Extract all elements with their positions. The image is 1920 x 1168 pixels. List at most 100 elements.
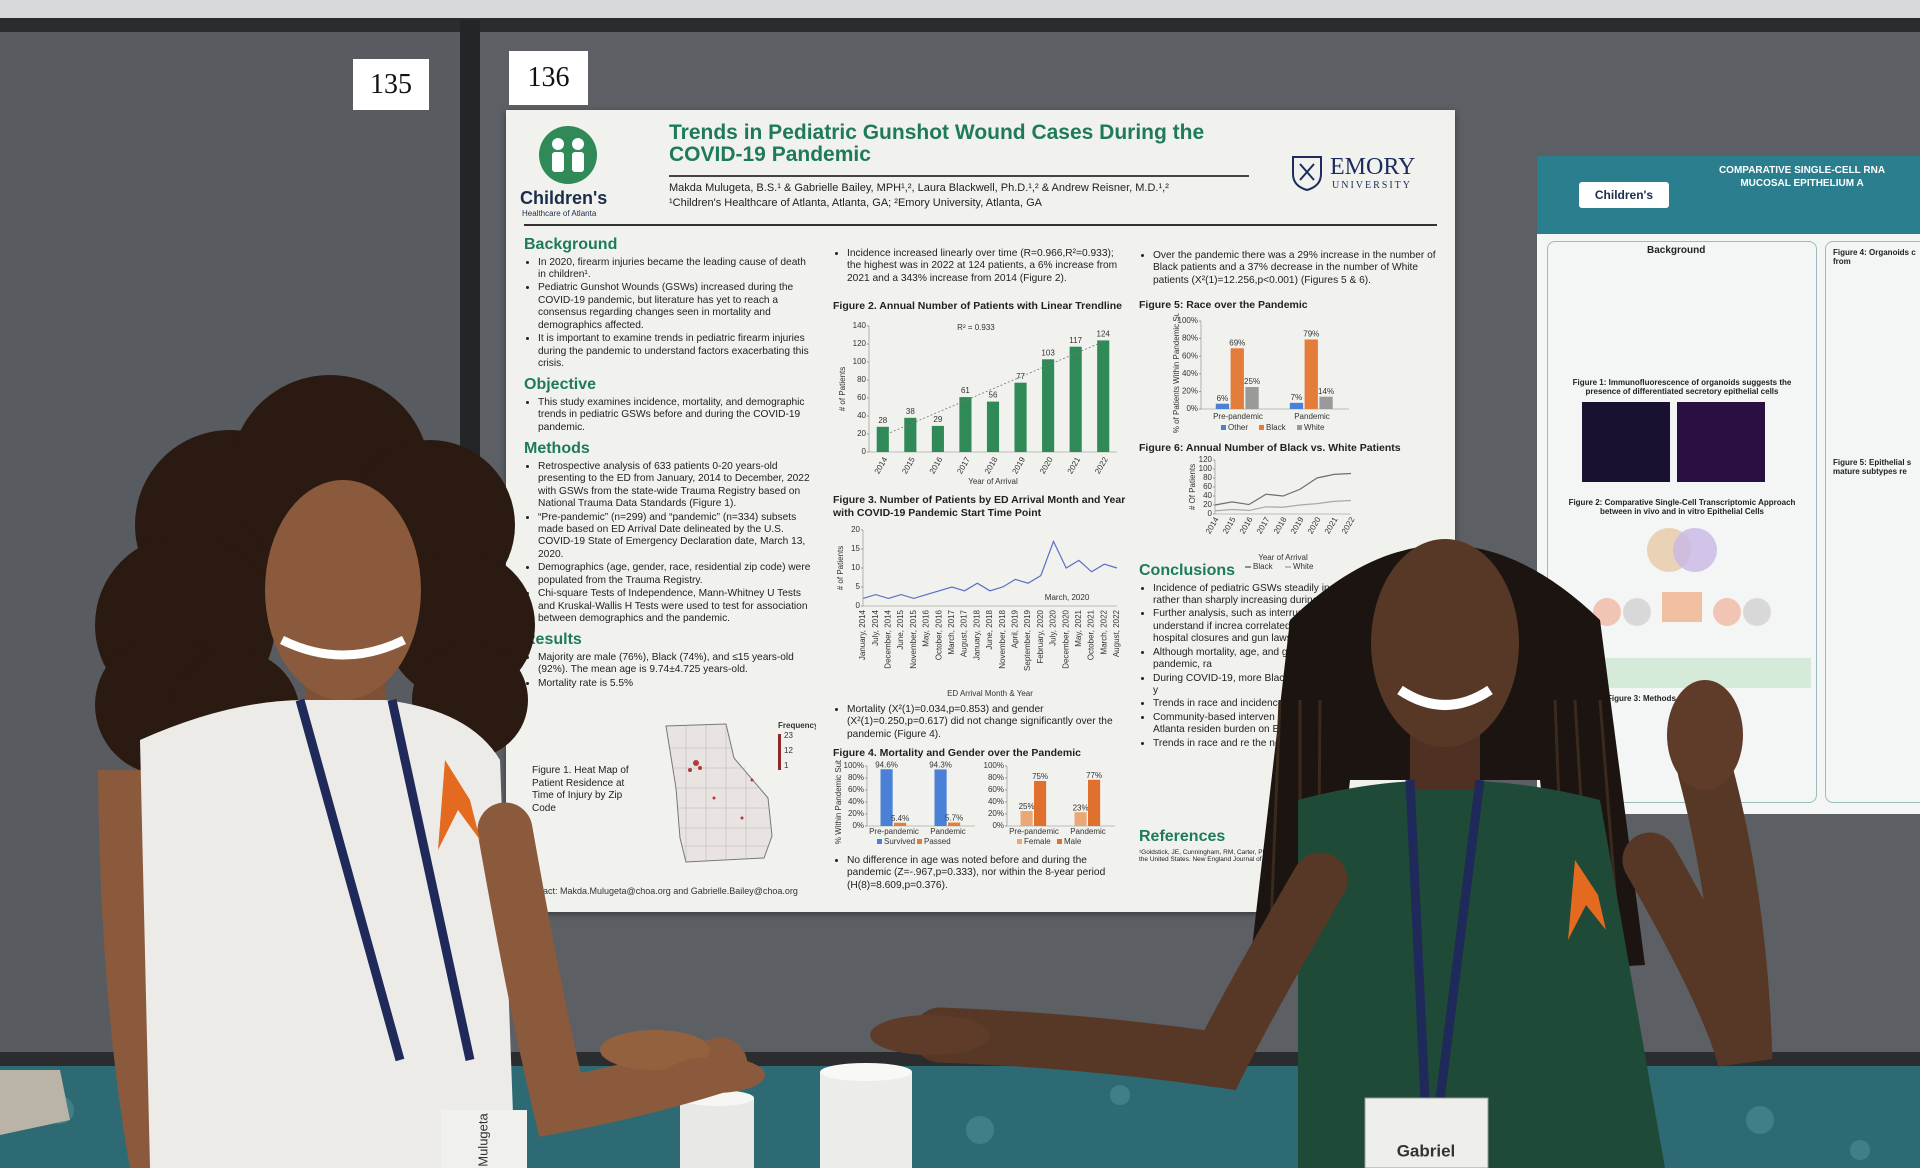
figure-title: Figure 1: Immunofluorescence of organoid… [1572, 378, 1792, 397]
chart: 0 20 40 60 80 100 120 140 # of Patients R² = 0.93… [838, 321, 1117, 486]
board-frame [460, 20, 480, 1070]
text: Over the pandemic there was a 29% increa… [1139, 250, 1439, 287]
y-tick-label: 80% [988, 773, 1004, 782]
text: Mortality (X²(1)=0.034,p=0.853) and gend… [833, 704, 1123, 741]
board-frame [0, 18, 1920, 32]
shoe [0, 1070, 70, 1135]
heading: Conclusions [1139, 562, 1236, 579]
bullet: It is important to examine trends in ped… [538, 333, 814, 370]
column: Conclusions Incidence of pediatric GSWs … [1139, 556, 1439, 751]
bar [1020, 811, 1033, 826]
logo-icon [572, 152, 584, 172]
logo-icon [572, 138, 584, 150]
x-tick-label: Pre-pandemic [1213, 412, 1263, 421]
map [712, 796, 716, 800]
figure-title: Figure 4. Mortality and Gender over the … [833, 747, 1081, 759]
x-tick-label: 2015 [900, 455, 917, 475]
title-line: COMPARATIVE SINGLE-CELL RNA [1718, 165, 1886, 176]
board-number: 136 [509, 51, 588, 105]
x-tick-label: October, 2021 [1087, 609, 1096, 660]
annotation: March, 2020 [1045, 593, 1090, 602]
y-tick-label: 20% [988, 809, 1004, 818]
data-label: 25% [1244, 377, 1260, 386]
y-tick-label: 100 [1199, 464, 1213, 473]
x-axis-label: ED Arrival Month & Year [947, 689, 1033, 698]
bar [1014, 382, 1027, 452]
data-label: 14% [1318, 387, 1334, 396]
figure-caption: Figure 1. Heat Map of Patient Residence … [532, 765, 629, 814]
carpet-pattern [1850, 1140, 1870, 1160]
column: Background In 2020, firearm injuries bec… [524, 230, 814, 691]
data-label: 38 [906, 407, 915, 416]
y-tick-label: 40% [1182, 369, 1198, 378]
legend-tick: 1 [784, 761, 789, 770]
y-tick-label: 80 [857, 375, 866, 384]
x-tick-label: May, 2021 [1074, 609, 1083, 646]
heading: Objective [524, 376, 597, 394]
bullet: Trends in race and incidence for ongoing… [1153, 698, 1439, 710]
bullets: In 2020, firearm injuries became the lea… [524, 257, 814, 371]
bullet: Majority are male (76%), Black (74%), an… [538, 652, 814, 677]
board-number: 135 [353, 59, 429, 110]
reference: ¹Goldstick, JE, Cunningham, RM, Carter, … [1139, 848, 1433, 864]
x-tick-label: 2022 [1093, 455, 1110, 475]
y-tick-label: 20 [851, 525, 860, 534]
x-tick-label: 2021 [1323, 515, 1340, 535]
diagram [1743, 598, 1771, 626]
y-tick-label: 40 [1203, 491, 1212, 500]
data-label: 94.3% [929, 761, 952, 770]
x-tick-label: December, 2020 [1061, 609, 1070, 668]
bullets: Mortality (X²(1)=0.034,p=0.853) and gend… [833, 704, 1123, 741]
x-tick-label: November, 2015 [909, 609, 918, 668]
data-label: 124 [1097, 330, 1111, 339]
x-tick-label: June, 2018 [985, 609, 994, 649]
chart: 0% 20% 40% 60% 80% 100%% of Patients Within P… [1172, 313, 1349, 433]
bar [880, 769, 893, 826]
y-tick-label: 15 [851, 544, 860, 553]
x-tick-label: 2017 [1255, 515, 1272, 535]
legend-label: Passed [924, 837, 951, 846]
x-tick-label: 2014 [1204, 515, 1221, 535]
x-tick-label: March, 2022 [1099, 609, 1108, 654]
y-tick-label: 120 [853, 339, 867, 348]
y-tick-label: 100% [844, 761, 864, 770]
y-tick-label: 60% [1182, 351, 1198, 360]
x-tick-label: 2020 [1306, 515, 1323, 535]
poster: COMPARATIVE SINGLE-CELL RNA MUCOSAL EPIT… [1537, 156, 1920, 814]
line [862, 539, 1118, 600]
y-tick-label: 60% [848, 785, 864, 794]
diagram [1673, 528, 1717, 572]
bullet: Although mortality, age, and gende signi… [1153, 647, 1439, 672]
heading: Background [1647, 245, 1706, 256]
bar [986, 401, 1000, 452]
x-tick-label: January, 2018 [972, 609, 981, 660]
x-tick-label: March, 2017 [947, 609, 956, 654]
bar [894, 822, 907, 826]
bar [1074, 812, 1087, 826]
diagram [1623, 598, 1651, 626]
legend-swatch [917, 839, 922, 844]
legend-label: Survived [884, 837, 915, 846]
bullet: Incidence increased linearly over time (… [847, 248, 1123, 285]
x-tick-label: February, 2020 [1036, 609, 1045, 663]
y-tick-label: 80% [848, 773, 864, 782]
bullet: Trends in race and re the need for preve… [1153, 738, 1439, 750]
y-tick-label: 10 [851, 563, 860, 572]
data-label: 61 [961, 386, 970, 395]
annotation: R² = 0.933 [957, 323, 995, 332]
y-tick-label: 100% [984, 761, 1004, 770]
bar [1319, 396, 1333, 409]
emory-shield [1299, 163, 1315, 181]
data-label: 23% [1073, 803, 1089, 812]
data-label: 25% [1019, 802, 1035, 811]
board-frame [0, 1052, 1920, 1068]
image [1677, 402, 1765, 482]
y-tick-label: 0 [856, 601, 861, 610]
x-tick-label: 2018 [1272, 515, 1289, 535]
figure-title: Figure 2: Comparative Single-Cell Transc… [1568, 498, 1796, 517]
legend-swatch [1259, 425, 1264, 430]
legend-label: White [1304, 423, 1325, 432]
bullet: Chi-square Tests of Independence, Mann-W… [538, 588, 814, 625]
